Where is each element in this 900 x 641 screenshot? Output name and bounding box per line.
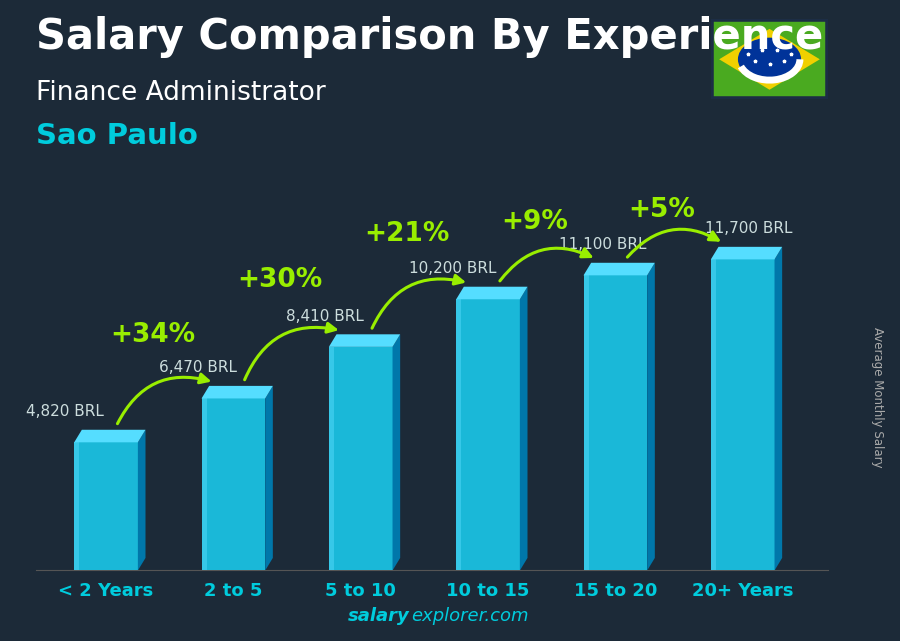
Polygon shape bbox=[583, 276, 589, 570]
Text: 10,200 BRL: 10,200 BRL bbox=[409, 261, 496, 276]
Text: 4,820 BRL: 4,820 BRL bbox=[26, 404, 104, 419]
Polygon shape bbox=[202, 386, 273, 399]
Text: salary: salary bbox=[347, 607, 410, 625]
Polygon shape bbox=[328, 347, 334, 570]
Text: 6,470 BRL: 6,470 BRL bbox=[158, 360, 237, 375]
Text: Average Monthly Salary: Average Monthly Salary bbox=[871, 327, 884, 468]
Text: +5%: +5% bbox=[628, 197, 696, 223]
Text: +21%: +21% bbox=[364, 221, 450, 247]
Polygon shape bbox=[138, 429, 146, 570]
Polygon shape bbox=[202, 399, 207, 570]
Polygon shape bbox=[520, 287, 527, 570]
Text: +34%: +34% bbox=[110, 322, 195, 348]
Text: Salary Comparison By Experience: Salary Comparison By Experience bbox=[36, 16, 824, 58]
Text: 11,700 BRL: 11,700 BRL bbox=[706, 221, 793, 236]
Polygon shape bbox=[74, 429, 146, 442]
Polygon shape bbox=[456, 299, 520, 570]
Polygon shape bbox=[392, 335, 400, 570]
Text: explorer.com: explorer.com bbox=[411, 607, 529, 625]
Polygon shape bbox=[202, 399, 266, 570]
Polygon shape bbox=[266, 386, 273, 570]
Polygon shape bbox=[328, 347, 392, 570]
Text: 11,100 BRL: 11,100 BRL bbox=[559, 237, 646, 252]
Polygon shape bbox=[647, 263, 655, 570]
Polygon shape bbox=[456, 299, 462, 570]
Polygon shape bbox=[328, 335, 400, 347]
Text: 8,410 BRL: 8,410 BRL bbox=[286, 308, 364, 324]
Text: +30%: +30% bbox=[238, 267, 322, 293]
Polygon shape bbox=[711, 247, 782, 260]
Polygon shape bbox=[74, 442, 79, 570]
Polygon shape bbox=[583, 263, 655, 276]
Circle shape bbox=[738, 38, 801, 81]
Polygon shape bbox=[456, 287, 527, 299]
Polygon shape bbox=[711, 260, 716, 570]
Text: Finance Administrator: Finance Administrator bbox=[36, 80, 326, 106]
Polygon shape bbox=[583, 276, 647, 570]
Text: Sao Paulo: Sao Paulo bbox=[36, 122, 198, 150]
Text: +9%: +9% bbox=[501, 209, 568, 235]
Polygon shape bbox=[74, 442, 138, 570]
Polygon shape bbox=[711, 260, 775, 570]
Polygon shape bbox=[719, 29, 820, 90]
Polygon shape bbox=[775, 247, 782, 570]
